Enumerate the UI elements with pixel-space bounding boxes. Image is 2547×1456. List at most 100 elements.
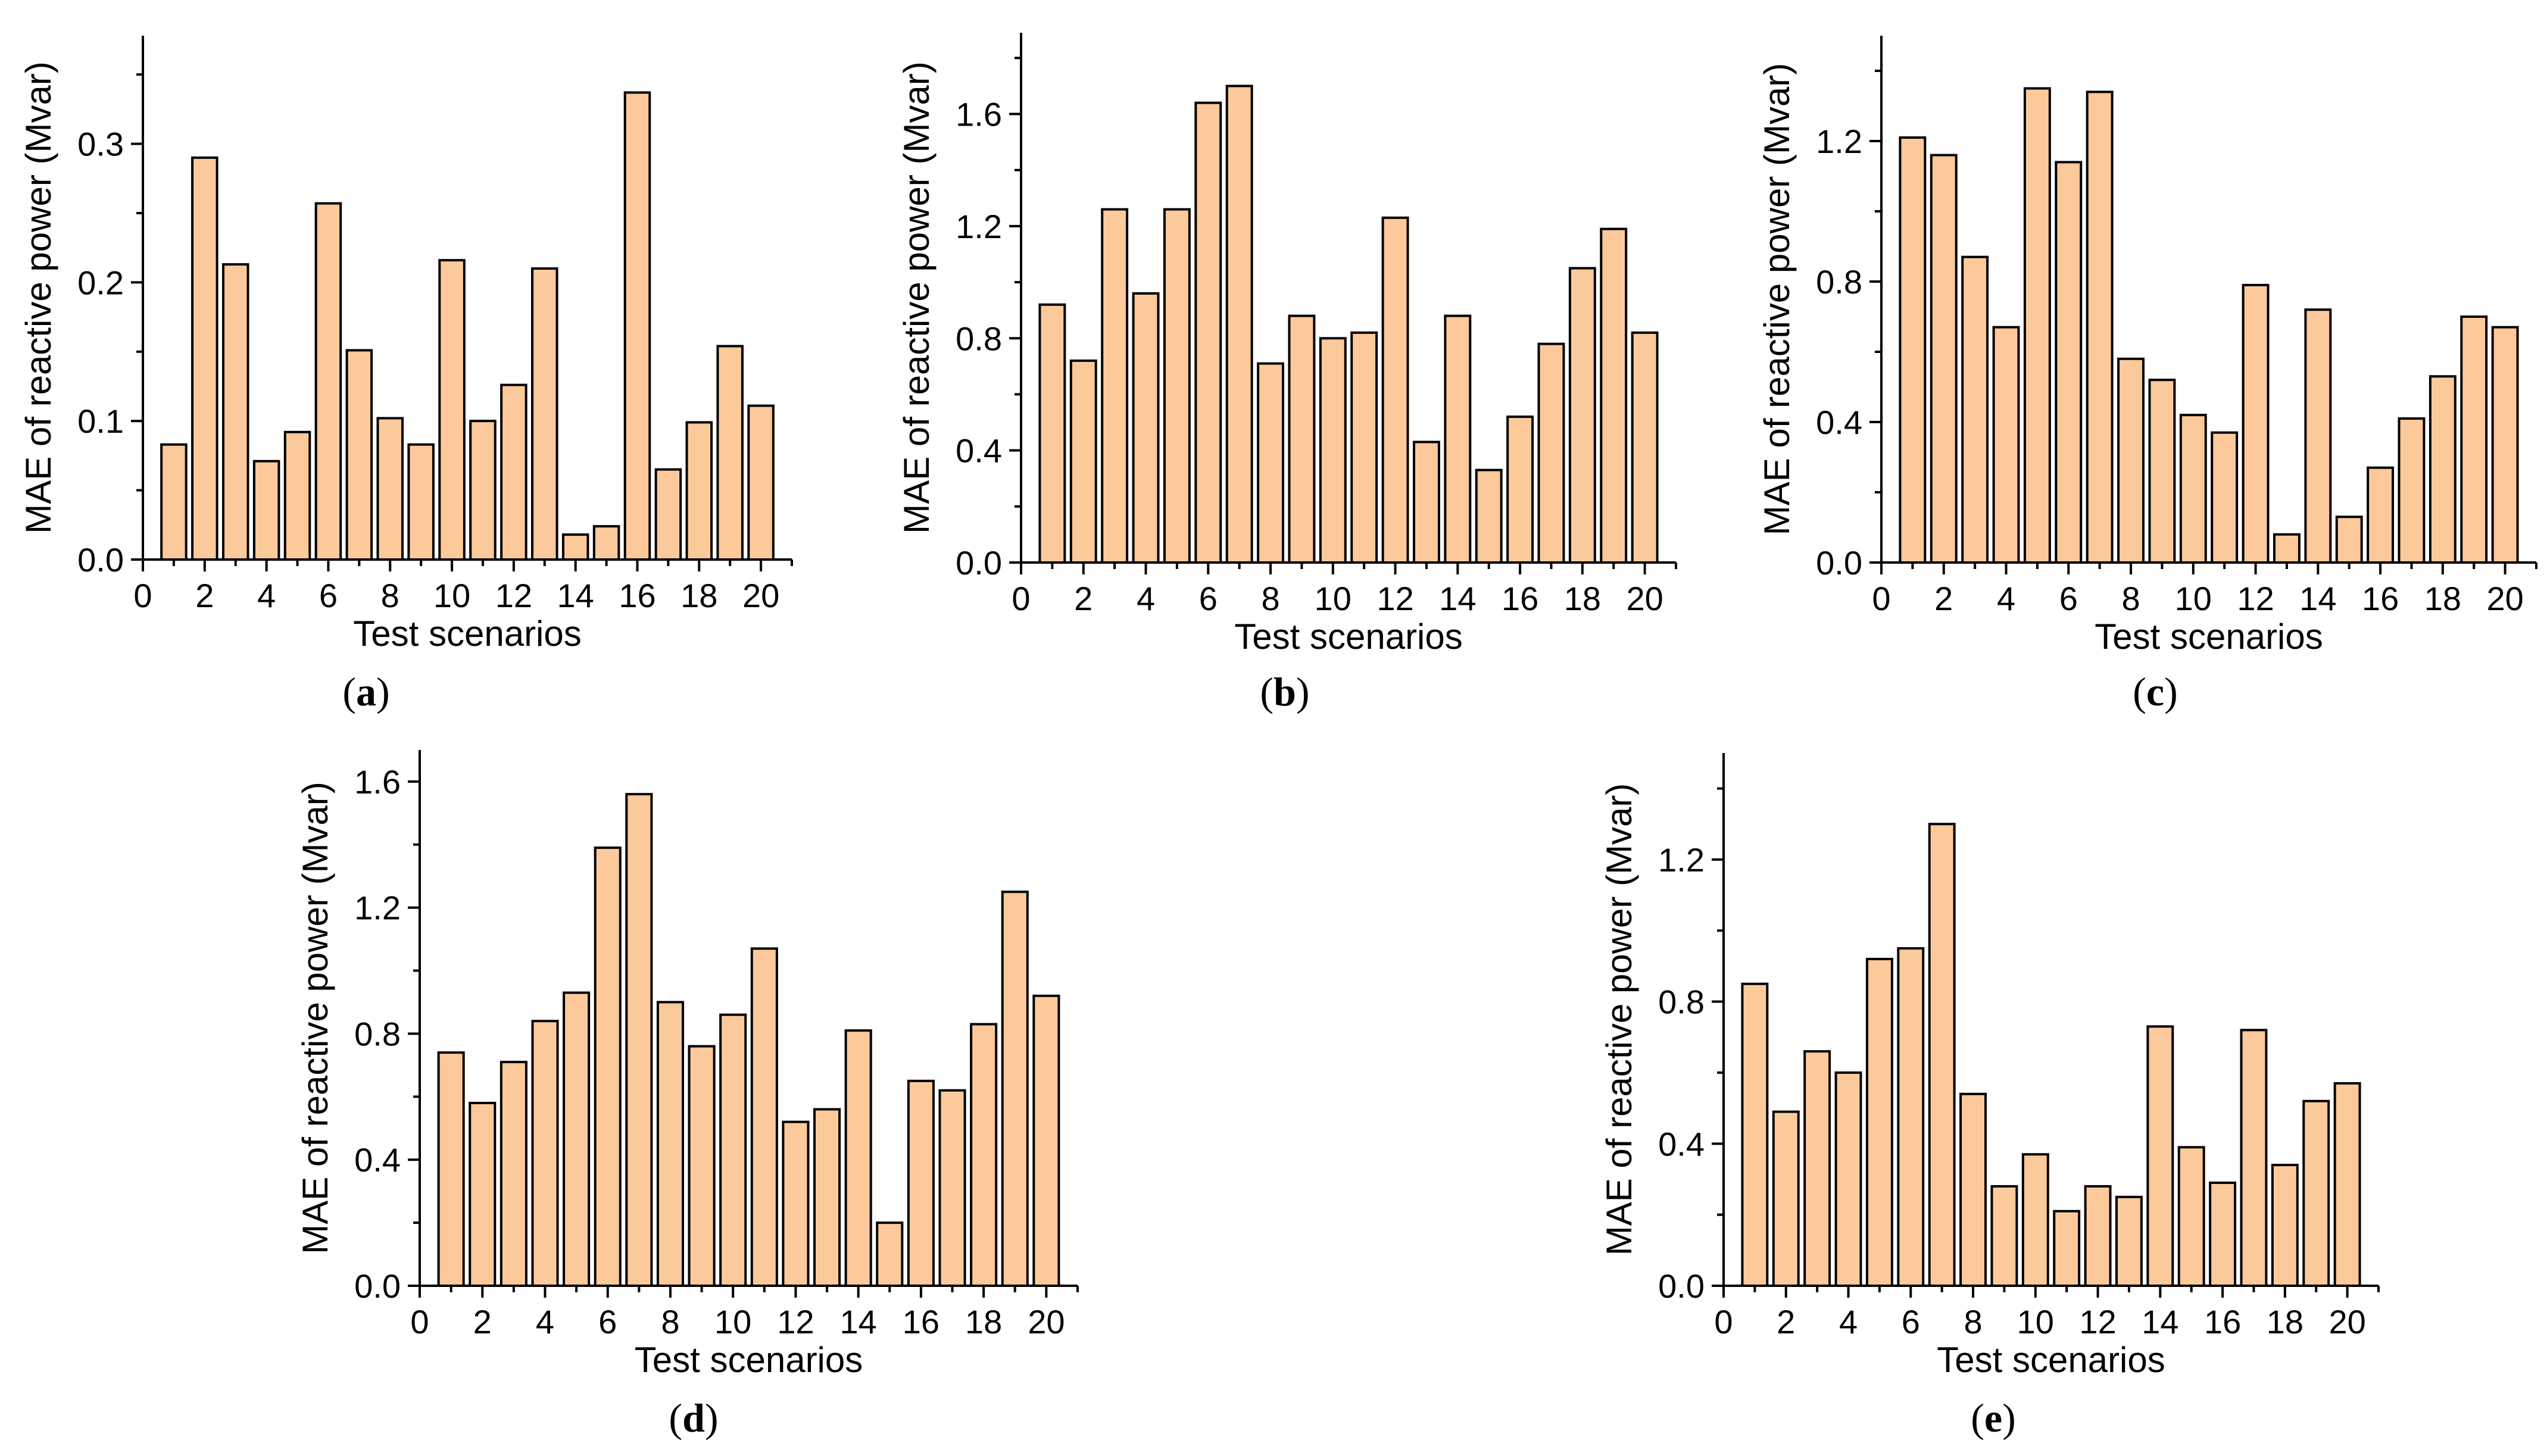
y-tick-label-e-1: 0.4 xyxy=(1658,1125,1705,1163)
bar-d-1 xyxy=(437,1051,465,1288)
y-tick-label-d-4: 1.6 xyxy=(354,763,401,801)
bar-b-18 xyxy=(1568,267,1596,564)
bar-d-13 xyxy=(813,1108,841,1287)
panel-label-b: (b) xyxy=(1260,669,1309,714)
panel-label-e: (e) xyxy=(1971,1395,2016,1441)
bar-c-11 xyxy=(2211,431,2239,564)
bar-b-17 xyxy=(1537,342,1565,564)
x-tick-label-b-12: 12 xyxy=(1376,580,1413,617)
bar-e-2 xyxy=(1772,1110,1800,1287)
panel-label-letter: d xyxy=(682,1395,705,1441)
x-tick-label-e-2: 2 xyxy=(1777,1303,1795,1341)
bar-e-11 xyxy=(2053,1210,2081,1287)
bar-b-4 xyxy=(1132,292,1160,564)
panel-label-open: ( xyxy=(1260,669,1274,714)
panel-label-close: ) xyxy=(705,1395,719,1441)
panel-label-c: (c) xyxy=(2133,669,2178,714)
bar-c-17 xyxy=(2398,417,2426,564)
x-tick-label-c-20: 20 xyxy=(2486,580,2523,617)
y-tick-label-a-3: 0.3 xyxy=(77,126,124,163)
chart-panel-c: 0 2 4 6 8 10 12 14 16 18 20 0.0 0.4 0.8 1.2 Test scenar… xyxy=(1757,36,2537,714)
bar-a-20 xyxy=(747,404,775,561)
bar-e-16 xyxy=(2209,1181,2237,1288)
panel-label-open: ( xyxy=(342,669,356,714)
bar-c-14 xyxy=(2304,308,2332,564)
x-tick-label-e-20: 20 xyxy=(2328,1303,2365,1341)
bar-c-20 xyxy=(2491,326,2519,564)
x-tick-label-c-14: 14 xyxy=(2299,580,2336,617)
x-tick-label-e-10: 10 xyxy=(2017,1303,2054,1341)
panel-label-open: ( xyxy=(2133,669,2146,714)
bar-b-11 xyxy=(1350,331,1378,564)
bar-c-16 xyxy=(2367,466,2395,564)
bar-a-19 xyxy=(716,345,744,561)
x-tick-label-e-16: 16 xyxy=(2204,1303,2241,1341)
x-tick-label-b-6: 6 xyxy=(1199,580,1218,617)
bar-a-15 xyxy=(592,525,620,561)
bar-b-7 xyxy=(1225,85,1253,564)
y-axis-title-c: MAE of reactive power (Mvar) xyxy=(1757,63,1797,536)
x-tick-label-d-10: 10 xyxy=(714,1303,751,1341)
y-axis-title-d: MAE of reactive power (Mvar) xyxy=(295,782,335,1254)
x-tick-label-c-8: 8 xyxy=(2121,580,2140,617)
bar-a-7 xyxy=(345,349,373,561)
bar-a-17 xyxy=(654,468,682,561)
bar-e-1 xyxy=(1741,982,1769,1288)
bar-b-15 xyxy=(1475,468,1503,564)
x-tick-label-a-18: 18 xyxy=(681,577,717,614)
x-axis-title-a: Test scenarios xyxy=(353,614,582,654)
chart-panel-e: 0 2 4 6 8 10 12 14 16 18 20 0.0 0.4 0.8 1.2 Test scenar… xyxy=(1599,753,2380,1441)
panel-label-close: ) xyxy=(1296,669,1310,714)
bar-e-5 xyxy=(1865,958,1893,1287)
bar-b-2 xyxy=(1069,359,1097,564)
bar-a-13 xyxy=(531,267,558,561)
x-axis-title-b: Test scenarios xyxy=(1234,617,1463,657)
bar-b-9 xyxy=(1288,314,1316,564)
bar-b-10 xyxy=(1319,337,1347,564)
x-tick-label-d-6: 6 xyxy=(598,1303,617,1341)
bar-a-18 xyxy=(685,421,713,561)
bar-e-18 xyxy=(2271,1164,2299,1287)
bar-c-4 xyxy=(1992,326,2020,564)
y-tick-label-a-2: 0.2 xyxy=(77,264,124,301)
chart-panel-a: 0 2 4 6 8 10 12 14 16 18 20 0.0 0.1 0.2 0.3 Test scenar… xyxy=(18,36,793,714)
y-tick-label-b-2: 0.8 xyxy=(956,320,1002,357)
y-tick-label-c-2: 0.8 xyxy=(1816,263,1862,301)
panel-label-close: ) xyxy=(2164,669,2178,714)
x-tick-label-e-18: 18 xyxy=(2267,1303,2303,1341)
x-tick-label-a-0: 0 xyxy=(133,577,152,614)
bar-b-12 xyxy=(1381,216,1409,564)
bar-e-15 xyxy=(2177,1146,2205,1288)
x-tick-label-c-12: 12 xyxy=(2237,580,2274,617)
y-axis-title-a: MAE of reactive power (Mvar) xyxy=(18,61,58,534)
x-tick-label-d-20: 20 xyxy=(1028,1303,1065,1341)
bar-d-6 xyxy=(594,846,622,1287)
x-tick-label-e-0: 0 xyxy=(1714,1303,1733,1341)
bar-e-6 xyxy=(1897,947,1925,1287)
bar-c-18 xyxy=(2429,375,2457,564)
panel-label-close: ) xyxy=(376,669,390,714)
bar-c-3 xyxy=(1961,255,1989,564)
x-tick-label-d-8: 8 xyxy=(661,1303,679,1341)
bar-c-9 xyxy=(2148,379,2176,564)
bar-e-13 xyxy=(2115,1195,2143,1288)
bar-c-19 xyxy=(2460,315,2488,564)
bar-a-5 xyxy=(283,430,311,561)
bar-e-7 xyxy=(1928,823,1956,1288)
bar-e-14 xyxy=(2146,1025,2174,1288)
x-tick-label-d-16: 16 xyxy=(903,1303,939,1341)
bar-d-19 xyxy=(1001,891,1029,1288)
bar-a-2 xyxy=(191,156,219,561)
bar-b-14 xyxy=(1444,314,1472,564)
x-tick-label-a-14: 14 xyxy=(557,577,594,614)
panel-label-letter: c xyxy=(2146,669,2164,714)
bar-d-20 xyxy=(1032,994,1060,1287)
bar-c-12 xyxy=(2242,283,2270,564)
x-tick-label-a-4: 4 xyxy=(257,577,276,614)
y-tick-label-d-2: 0.8 xyxy=(354,1015,401,1052)
x-tick-label-c-4: 4 xyxy=(1997,580,2015,617)
panel-label-open: ( xyxy=(1971,1395,1984,1441)
x-tick-label-b-8: 8 xyxy=(1261,580,1279,617)
chart-panel-d: 0 2 4 6 8 10 12 14 16 18 20 0.0 0.4 0.8 1.2 1.6 Test sce… xyxy=(295,750,1079,1441)
panel-label-d: (d) xyxy=(669,1395,718,1441)
